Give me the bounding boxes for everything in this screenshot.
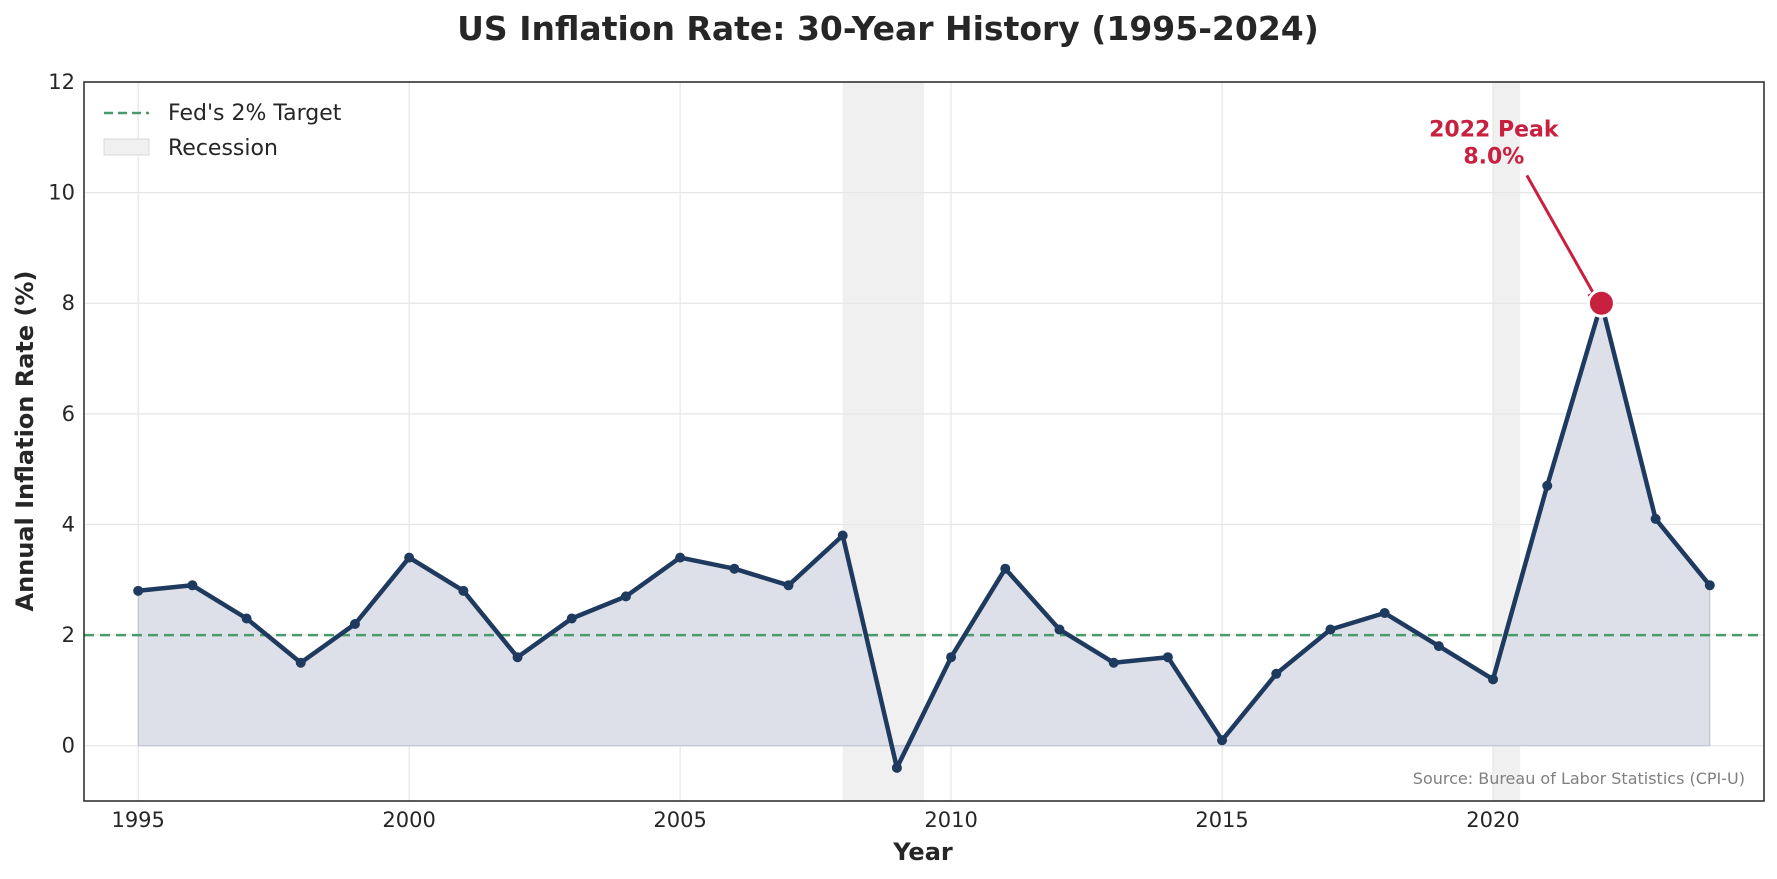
- data-point: [1325, 624, 1336, 635]
- inflation-line: [137, 300, 1712, 771]
- x-tick-label: 1995: [111, 808, 164, 832]
- data-point: [133, 585, 144, 596]
- data-point: [946, 652, 957, 663]
- annotation-value: 8.0%: [1463, 144, 1524, 169]
- data-point: [729, 563, 740, 574]
- x-tick-label: 2015: [1195, 808, 1248, 832]
- peak-marker: [1586, 288, 1616, 318]
- y-tick-label: 0: [62, 734, 75, 758]
- data-points: [133, 298, 1715, 773]
- data-point: [1217, 735, 1228, 746]
- data-point: [187, 580, 198, 591]
- x-tick-label: 2005: [653, 808, 706, 832]
- data-point: [1704, 580, 1715, 591]
- data-point: [349, 619, 360, 630]
- y-tick-label: 2: [62, 623, 75, 647]
- data-point: [1162, 652, 1173, 663]
- data-point: [1542, 480, 1553, 491]
- data-point: [783, 580, 794, 591]
- y-axis-label: Annual Inflation Rate (%): [11, 270, 39, 611]
- y-tick-label: 10: [48, 181, 75, 205]
- legend-recession-swatch: [103, 138, 150, 156]
- peak-annotation: 2022 Peak 8.0%: [1429, 117, 1616, 318]
- data-point: [241, 613, 252, 624]
- annotation-arrow: [1525, 174, 1595, 294]
- data-point: [620, 591, 631, 602]
- data-point: [458, 585, 469, 596]
- x-tick-label: 2010: [924, 808, 977, 832]
- y-tick-label: 4: [62, 512, 75, 536]
- data-point: [1433, 641, 1444, 652]
- data-point: [1108, 657, 1119, 668]
- source-note: Source: Bureau of Labor Statistics (CPI-…: [1413, 769, 1745, 788]
- data-point: [837, 530, 848, 541]
- data-point: [566, 613, 577, 624]
- data-point: [404, 552, 415, 563]
- data-point: [675, 552, 686, 563]
- data-point: [1000, 563, 1011, 574]
- legend: Fed's 2% Target Recession: [103, 101, 342, 161]
- data-point: [1379, 607, 1390, 618]
- data-point: [1271, 668, 1282, 679]
- chart-title: US Inflation Rate: 30-Year History (1995…: [457, 9, 1319, 48]
- y-tick-label: 6: [62, 402, 75, 426]
- data-point: [1650, 513, 1661, 524]
- x-ticks: 1995 2000 2005 2010 2015 2020: [111, 808, 1519, 832]
- data-point: [891, 762, 902, 773]
- data-point: [295, 657, 306, 668]
- y-tick-label: 12: [48, 70, 75, 94]
- y-tick-label: 8: [62, 291, 75, 315]
- data-point: [1488, 674, 1499, 685]
- x-axis-label: Year: [892, 838, 953, 866]
- plot-frame: [83, 81, 1765, 802]
- data-point: [512, 652, 523, 663]
- legend-recession-label: Recession: [168, 136, 278, 161]
- y-ticks: 0 2 4 6 8 10 12: [48, 70, 75, 758]
- annotation-title: 2022 Peak: [1429, 117, 1560, 142]
- data-point: [1054, 624, 1065, 635]
- x-tick-label: 2000: [382, 808, 435, 832]
- legend-target-label: Fed's 2% Target: [168, 101, 342, 126]
- x-tick-label: 2020: [1466, 808, 1519, 832]
